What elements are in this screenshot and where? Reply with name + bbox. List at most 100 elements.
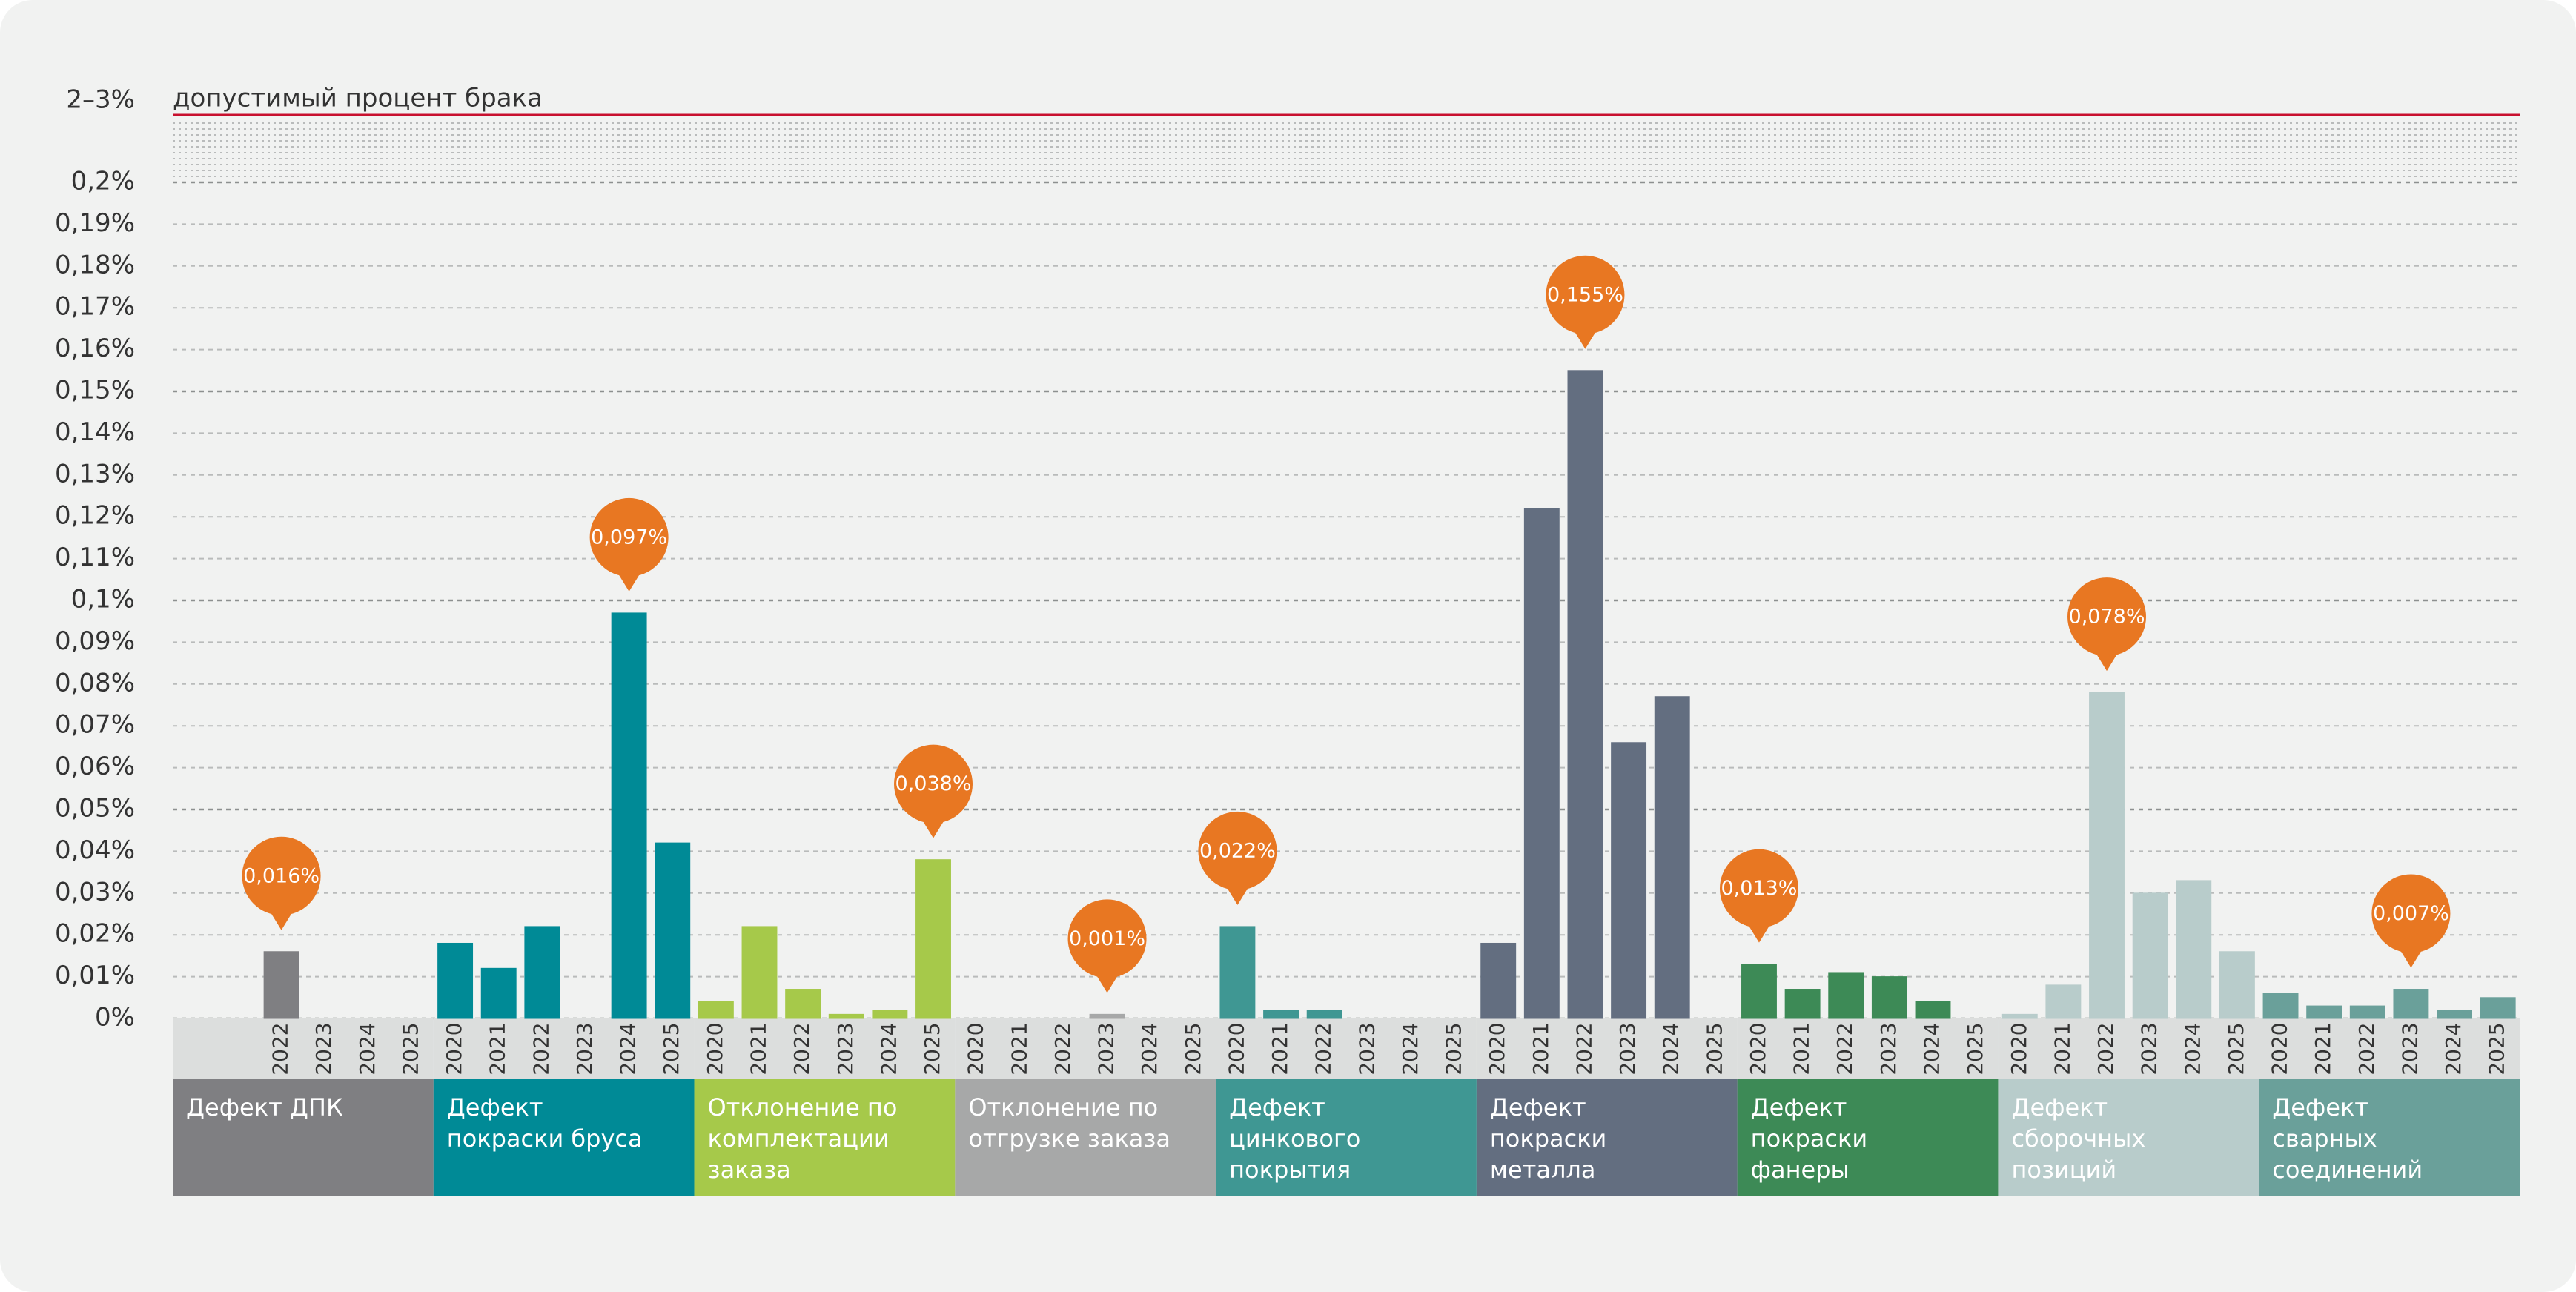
group-label: покрытия [1229,1156,1351,1184]
bar [524,926,560,1019]
year-strip [2259,1018,2520,1079]
callout-pointer [2399,948,2423,968]
x-tick-label: 2024 [616,1022,640,1075]
bar [480,967,517,1019]
group-label: позиций [2011,1156,2116,1184]
x-tick-label: 2023 [311,1022,336,1075]
x-tick-label: 2024 [1398,1022,1423,1075]
bar [1306,1010,1342,1019]
bar [785,989,821,1019]
value-label: 0,007% [2373,902,2449,925]
value-label: 0,022% [1199,839,1276,862]
x-tick-label: 2020 [2268,1022,2292,1075]
callout [2371,874,2451,953]
year-strip [694,1018,956,1079]
bar [1741,964,1777,1019]
year-strip [955,1018,1216,1079]
x-tick-label: 2021 [1529,1022,1553,1075]
callout-pointer [921,818,946,838]
x-tick-label: 2020 [1224,1022,1248,1075]
bar [1828,972,1864,1019]
group-band [694,1079,956,1196]
year-strip [1737,1018,1999,1079]
bar [2089,692,2125,1019]
y-tick-label: 0,05% [55,794,135,824]
y-tick-label: 0,19% [55,208,135,238]
group-band [2259,1079,2520,1196]
y-tick-label: 0,06% [55,752,135,781]
y-tick-label: 0,14% [55,417,135,447]
group-label: цинкового [1229,1124,1360,1153]
bar [1219,926,1256,1019]
bar [2176,880,2212,1019]
x-tick-label: 2021 [486,1022,510,1075]
x-tick-label: 2023 [833,1022,858,1075]
x-tick-label: 2022 [2354,1022,2379,1075]
value-label: 0,001% [1069,927,1145,950]
x-tick-label: 2025 [1442,1022,1466,1075]
x-tick-label: 2020 [2007,1022,2031,1075]
group-label: комплектации [708,1124,890,1153]
x-tick-label: 2021 [1007,1022,1031,1075]
group-label: Дефект [1751,1093,1847,1122]
x-tick-label: 2025 [1181,1022,1205,1075]
x-tick-label: 2022 [268,1022,293,1075]
bar [915,859,951,1019]
callout [1546,255,1625,334]
group-label: соединений [2272,1156,2423,1184]
callout-pointer [1225,885,1250,905]
group-label: покраски бруса [447,1124,643,1153]
bar [2219,951,2255,1019]
bar [1784,989,1821,1019]
group-label: Дефект ДПК [186,1093,343,1122]
y-tick-label: 0,12% [55,501,135,531]
callout-pointer [1095,973,1119,993]
x-tick-label: 2025 [659,1022,683,1075]
x-tick-label: 2023 [1094,1022,1119,1075]
y-tick-label: 0,01% [55,961,135,990]
y-tick-label: 0,18% [55,250,135,279]
x-tick-label: 2024 [1137,1022,1162,1075]
x-tick-label: 2021 [1268,1022,1292,1075]
group-label: заказа [708,1156,791,1184]
group-band [173,1079,434,1196]
group-label: сборочных [2011,1124,2145,1153]
x-tick-label: 2022 [1050,1022,1075,1075]
x-tick-label: 2020 [703,1022,727,1075]
x-tick-label: 2024 [1659,1022,1683,1075]
x-tick-label: 2023 [2397,1022,2422,1075]
x-tick-label: 2024 [2180,1022,2205,1075]
y-tick-label: 0,07% [55,710,135,740]
x-tick-label: 2025 [1702,1022,1726,1075]
x-tick-label: 2023 [572,1022,597,1075]
x-tick-label: 2022 [1311,1022,1336,1075]
y-tick-label: 0,11% [55,543,135,572]
bar [741,926,778,1019]
threshold-text: допустимый процент брака [173,84,543,113]
value-label: 0,155% [1547,283,1623,306]
x-tick-label: 2022 [789,1022,814,1075]
bar [1523,508,1560,1019]
callout [2067,577,2147,657]
x-tick-label: 2020 [1746,1022,1770,1075]
callout-pointer [269,910,294,930]
group-label: фанеры [1751,1156,1850,1184]
group-label: Дефект [1229,1093,1325,1122]
year-strip [1216,1018,1477,1079]
x-tick-label: 2025 [2224,1022,2248,1075]
bar [1089,1013,1125,1019]
bar [611,612,647,1019]
callout [589,497,669,577]
group-band [955,1079,1216,1196]
value-label: 0,016% [243,864,319,887]
bar [1480,942,1517,1019]
y-tick-label: 0,09% [55,626,135,656]
x-tick-label: 2020 [1485,1022,1509,1075]
bar [1567,370,1603,1019]
bar [263,951,299,1019]
callout [1719,849,1798,928]
y-tick-label: 0,08% [55,668,135,698]
value-label: 0,078% [2069,606,2145,629]
x-tick-label: 2025 [1963,1022,1987,1075]
